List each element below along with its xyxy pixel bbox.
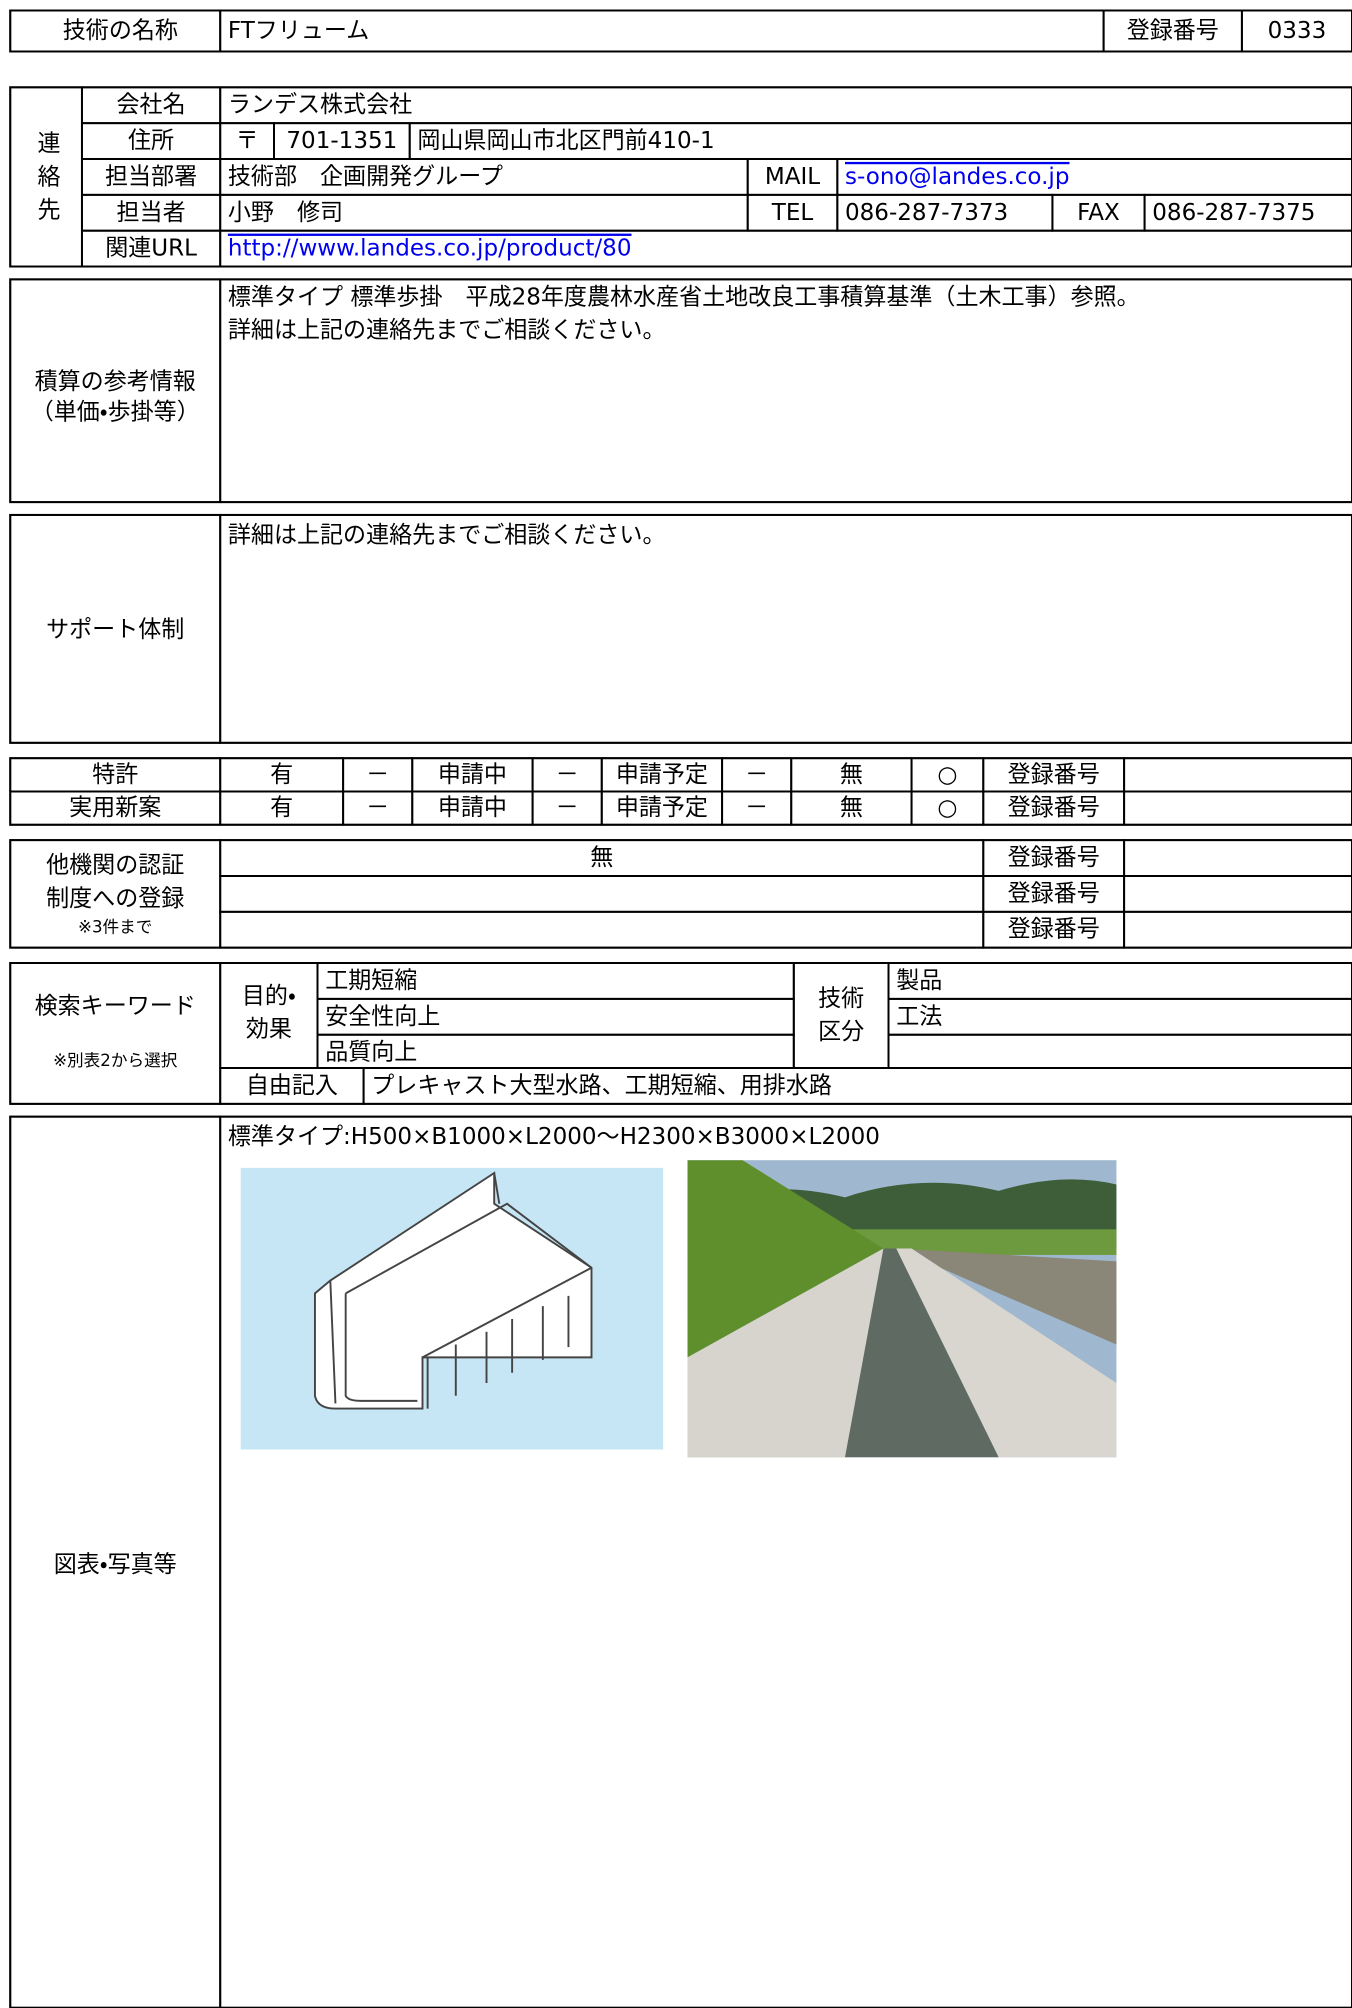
section-label: 制度への登録 bbox=[46, 886, 184, 912]
patent-cell: 無 bbox=[840, 762, 863, 788]
category: 工法 bbox=[896, 1004, 942, 1030]
cell-border bbox=[1123, 839, 1352, 877]
patent-cell: ○ bbox=[937, 762, 957, 788]
cell-border bbox=[792, 962, 890, 1069]
postal-code: 701-1351 bbox=[286, 128, 397, 154]
cell-border bbox=[9, 962, 222, 1105]
cell-border bbox=[1123, 875, 1352, 913]
figure-caption: 標準タイプ:H500×B1000×L2000～H2300×B3000×L2000 bbox=[228, 1124, 880, 1150]
certification-name: 無 bbox=[590, 845, 613, 871]
field-label: 担当者 bbox=[117, 200, 186, 226]
purpose: 品質向上 bbox=[325, 1040, 417, 1066]
field-label: TEL bbox=[771, 200, 814, 226]
patent-cell: － bbox=[556, 762, 579, 788]
patent-cell: － bbox=[366, 762, 389, 788]
estimate-text: 標準タイプ 標準歩掛 平成28年度農林水産省土地改良工事積算基準（土木工事）参照… bbox=[228, 284, 1140, 310]
section-label: 積算の参考情報 bbox=[35, 369, 196, 395]
cell-border bbox=[887, 997, 1352, 1036]
patent-cell: 有 bbox=[270, 795, 293, 821]
cell-border bbox=[9, 9, 1352, 53]
support-text: 詳細は上記の連絡先までご相談ください。 bbox=[228, 522, 666, 548]
category-label: 区分 bbox=[818, 1019, 864, 1045]
patent-cell: 無 bbox=[840, 795, 863, 821]
patent-cell: 申請予定 bbox=[616, 762, 708, 788]
postal-mark: 〒 bbox=[236, 128, 259, 154]
patent-cell: 申請中 bbox=[438, 795, 507, 821]
flume-photo bbox=[687, 1160, 1117, 1458]
patent-label: 実用新案 bbox=[69, 795, 161, 821]
patent-cell: － bbox=[556, 795, 579, 821]
free-label: 自由記入 bbox=[246, 1073, 338, 1099]
patent-cell: 有 bbox=[270, 762, 293, 788]
cell-border bbox=[9, 839, 1352, 949]
cell-border bbox=[9, 86, 1352, 268]
cell-border bbox=[887, 962, 1352, 1000]
cell-border bbox=[9, 513, 1352, 744]
address: 岡山県岡山市北区門前410-1 bbox=[417, 128, 714, 154]
field-label: 担当部署 bbox=[105, 164, 197, 190]
cell-border bbox=[219, 513, 1352, 744]
free-text: プレキャスト大型水路、工期短縮、用排水路 bbox=[371, 1073, 832, 1099]
field-label: 住所 bbox=[128, 128, 174, 154]
estimate-text: 詳細は上記の連絡先までご相談ください。 bbox=[228, 318, 666, 344]
section-label: 図表・写真等 bbox=[54, 1552, 177, 1578]
url-link[interactable]: http://www.landes.co.jp/product/80 bbox=[228, 236, 632, 262]
header-label: 技術の名称 bbox=[63, 18, 178, 44]
field-label: 会社名 bbox=[117, 92, 186, 118]
fax: 086-287-7375 bbox=[1152, 200, 1315, 226]
cell-border bbox=[219, 875, 985, 913]
cell-border bbox=[9, 962, 1352, 1105]
patent-cell: － bbox=[366, 795, 389, 821]
patent-cell: 申請予定 bbox=[616, 795, 708, 821]
department: 技術部 企画開発グループ bbox=[228, 164, 503, 190]
technology-name: FTフリューム bbox=[228, 18, 369, 44]
patent-label: 特許 bbox=[92, 762, 138, 788]
section-label: サポート体制 bbox=[46, 617, 184, 643]
reg-label: 登録番号 bbox=[1008, 881, 1100, 907]
cell-border bbox=[9, 757, 1352, 826]
cell-border bbox=[219, 962, 319, 1069]
purpose: 工期短縮 bbox=[325, 968, 417, 994]
category-label: 技術 bbox=[818, 986, 864, 1012]
cell-border bbox=[219, 910, 985, 949]
cell-border bbox=[887, 1033, 1352, 1069]
purpose: 安全性向上 bbox=[325, 1004, 440, 1030]
cell-border bbox=[1123, 757, 1352, 793]
cell-border bbox=[9, 1115, 1352, 2008]
cell-border bbox=[1123, 910, 1352, 949]
email-link[interactable]: s-ono@landes.co.jp bbox=[845, 164, 1069, 190]
patent-cell: 登録番号 bbox=[1008, 762, 1100, 788]
field-label: MAIL bbox=[765, 164, 820, 190]
section-label: （単価・歩掛等） bbox=[31, 400, 200, 426]
contact-label: 連絡先 bbox=[33, 131, 61, 231]
tel: 086-287-7373 bbox=[845, 200, 1008, 226]
company: ランデス株式会社 bbox=[228, 92, 412, 118]
purpose-label: 効果 bbox=[246, 1017, 292, 1043]
note: ※別表2から選択 bbox=[53, 1051, 178, 1070]
category: 製品 bbox=[896, 968, 942, 994]
purpose-label: 目的・ bbox=[242, 983, 296, 1009]
reg-label: 登録番号 bbox=[1127, 18, 1219, 44]
patent-cell: － bbox=[745, 795, 768, 821]
section-label: 他機関の認証 bbox=[46, 853, 184, 879]
patent-cell: 登録番号 bbox=[1008, 795, 1100, 821]
flume-drawing bbox=[240, 1167, 664, 1450]
patent-cell: 申請中 bbox=[438, 762, 507, 788]
cell-border bbox=[9, 278, 1352, 504]
cell-border bbox=[219, 278, 1352, 504]
note: ※3件まで bbox=[78, 918, 152, 937]
field-label: 関連URL bbox=[105, 236, 197, 262]
person: 小野 修司 bbox=[228, 200, 343, 226]
reg-label: 登録番号 bbox=[1008, 917, 1100, 943]
section-label: 検索キーワード bbox=[35, 994, 196, 1020]
patent-cell: － bbox=[745, 762, 768, 788]
field-label: FAX bbox=[1077, 200, 1120, 226]
reg-number: 0333 bbox=[1268, 18, 1327, 44]
reg-label: 登録番号 bbox=[1008, 845, 1100, 871]
cell-border bbox=[1123, 790, 1352, 826]
patent-cell: ○ bbox=[937, 795, 957, 821]
